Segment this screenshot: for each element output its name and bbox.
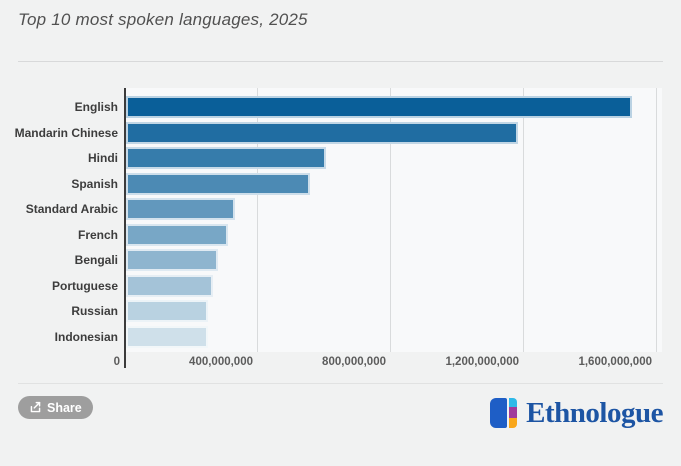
book-blue-block (490, 398, 508, 428)
bar-russian[interactable] (126, 300, 208, 322)
gridline (523, 88, 524, 352)
book-cyan-segment (509, 398, 518, 407)
bar-spanish[interactable] (126, 173, 310, 195)
x-tick-label: 1,600,000,000 (578, 356, 652, 368)
ethnologue-wordmark: Ethnologue (526, 397, 663, 429)
category-label-english: English (74, 100, 118, 114)
bar-bengali[interactable] (126, 249, 218, 271)
title-divider (18, 61, 663, 62)
ethnologue-book-icon (490, 398, 518, 428)
chart-title: Top 10 most spoken languages, 2025 (18, 10, 308, 29)
gridline (390, 88, 391, 352)
footer-divider (18, 383, 663, 384)
x-tick-label: 1,200,000,000 (445, 356, 519, 368)
category-label-spanish: Spanish (71, 176, 118, 191)
category-label-mandarin-chinese: Mandarin Chinese (14, 125, 118, 140)
x-tick-label: 800,000,000 (322, 356, 386, 368)
bar-portuguese[interactable] (126, 275, 213, 297)
category-label-standard-arabic: Standard Arabic (25, 202, 118, 216)
category-label-french: French (77, 227, 118, 242)
gridline (257, 88, 258, 352)
category-label-bengali: Bengali (74, 253, 118, 267)
book-purple-segment (509, 407, 518, 418)
bar-standard-arabic[interactable] (126, 198, 235, 220)
category-label-hindi: Hindi (88, 151, 118, 165)
category-label-russian: Russian (71, 304, 118, 318)
share-button-label: Share (47, 400, 82, 415)
bar-indonesian[interactable] (126, 326, 208, 348)
gridline (656, 88, 657, 352)
share-button[interactable]: Share (18, 396, 93, 419)
y-axis-line (124, 88, 126, 368)
book-yellow-segment (509, 418, 518, 428)
bar-french[interactable] (126, 224, 228, 246)
bar-hindi[interactable] (126, 147, 326, 169)
bar-english[interactable] (126, 96, 632, 118)
bar-mandarin-chinese[interactable] (126, 122, 518, 144)
category-label-indonesian: Indonesian (54, 329, 118, 344)
x-tick-label: 400,000,000 (189, 356, 253, 368)
ethnologue-logo[interactable]: Ethnologue (490, 395, 663, 431)
plot-area (124, 88, 662, 352)
category-label-portuguese: Portuguese (51, 278, 118, 293)
x-tick-label: 0 (113, 356, 120, 368)
share-export-icon (30, 401, 41, 413)
